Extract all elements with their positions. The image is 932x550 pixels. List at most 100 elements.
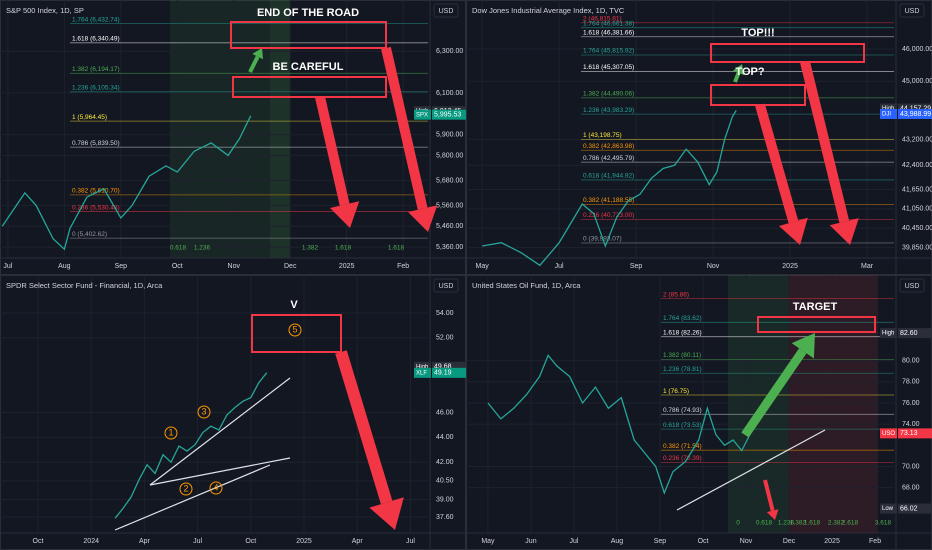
trend-line <box>114 464 271 531</box>
time-fib-label: 2.382 <box>828 520 845 527</box>
arrow-head <box>252 48 264 60</box>
y-tick-label: 42.00 <box>436 459 454 466</box>
price-tag-value: 66.02 <box>900 505 918 512</box>
y-tick-label: 5,460.00 <box>436 223 463 230</box>
x-tick-label: Jul <box>406 538 415 545</box>
wave-circle <box>288 323 302 337</box>
time-fib-label: 1.618 <box>335 245 352 252</box>
fib-label: 2 (85.86) <box>663 291 689 298</box>
fib-label: 2 (46,815.81) <box>583 15 622 22</box>
y-tick-label: 70.00 <box>902 463 920 470</box>
annotation: V <box>290 299 298 311</box>
fib-label: 0.786 (42,495.79) <box>583 155 634 162</box>
y-tick-label: 42,400.00 <box>902 162 932 169</box>
y-tick-label: 44.00 <box>436 434 454 441</box>
arrow-shaft <box>248 55 260 73</box>
chart-title: United States Oil Fund, 1D, Arca <box>472 281 581 290</box>
price-tag <box>898 503 932 514</box>
price-tag-name-bg <box>880 428 897 439</box>
x-tick-label: 2025 <box>339 263 355 270</box>
y-tick-label: 5,800.00 <box>436 152 463 159</box>
y-tick-label: 52.00 <box>436 335 454 342</box>
fib-label: 1.618 (82.26) <box>663 329 702 336</box>
price-tag <box>432 361 466 372</box>
x-tick-label: 2024 <box>83 538 99 545</box>
y-tick-label: 5,560.00 <box>436 202 463 209</box>
x-tick-label: Mar <box>861 263 874 270</box>
x-tick-label: Dec <box>284 263 297 270</box>
trend-line <box>149 377 291 486</box>
x-tick-label: Feb <box>869 538 881 545</box>
fib-label: 1.764 (6,432.74) <box>72 16 120 23</box>
currency-label: USD <box>439 283 454 290</box>
currency-box <box>899 278 925 293</box>
x-tick-label: Oct <box>33 538 44 545</box>
currency-label: USD <box>905 283 920 290</box>
fib-label: 1.382 (80.11) <box>663 352 701 359</box>
fib-label: 0.236 (40,723.00) <box>583 212 634 219</box>
x-tick-label: Jul <box>569 538 578 545</box>
x-tick-label: Aug <box>611 538 624 545</box>
y-tick-label: 6,100.00 <box>436 90 463 97</box>
price-line <box>487 354 751 495</box>
annotation: TOP!!! <box>741 27 774 39</box>
y-tick-label: 39.00 <box>436 496 454 503</box>
price-tag-name-bg <box>880 103 897 114</box>
y-tick-label: 37.60 <box>436 514 454 521</box>
trend-line <box>149 457 291 486</box>
fib-label: 1.618 (6,340.49) <box>72 36 120 43</box>
chart-title: S&P 500 Index, 1D, SP <box>6 6 84 15</box>
y-tick-label: 46,000.00 <box>902 46 932 53</box>
x-tick-label: Oct <box>172 263 183 270</box>
annotation: BE CAREFUL <box>273 61 344 73</box>
arrow-shaft <box>315 95 350 206</box>
time-fib-label: 1.382 <box>790 520 807 527</box>
time-fib-label: 0.618 <box>170 245 187 252</box>
price-tag <box>432 367 466 378</box>
time-fib-label: 2.618 <box>842 520 859 527</box>
y-tick-label: 6,300.00 <box>436 48 463 55</box>
annotation: 5 <box>292 324 297 334</box>
trend-line <box>676 429 826 511</box>
x-tick-label: Nov <box>228 263 241 270</box>
fib-label: 1 (5,964.45) <box>72 114 107 121</box>
x-tick-label: Oct <box>698 538 709 545</box>
price-tag-value: 82.60 <box>900 330 918 337</box>
chart-panel: 6,300.00 6,100.00 5,900.00 5,800.00 5,680.00… <box>0 0 466 275</box>
y-tick-label: 41,050.00 <box>902 206 932 213</box>
x-tick-label: Feb <box>397 263 409 270</box>
price-tag-name-bg <box>880 108 897 119</box>
fib-label: 1.764 (83.62) <box>663 315 702 322</box>
price-tag-value: 44,157.29 <box>900 105 931 112</box>
arrow-head <box>408 205 438 232</box>
y-tick-label: 40.50 <box>436 478 454 485</box>
chart-panel: 46,000.00 45,000.00 43,200.00 42,400.00 41,6… <box>466 0 932 275</box>
y-tick-label: 5,900.00 <box>436 131 463 138</box>
x-tick-label: Nov <box>707 263 720 270</box>
price-line <box>114 372 268 519</box>
time-fib-label: 1.382 <box>302 245 319 252</box>
annotation: 4 <box>213 482 218 492</box>
annotation-box <box>757 316 876 333</box>
price-tag <box>898 108 932 119</box>
price-tag <box>898 103 932 114</box>
price-line <box>482 110 737 267</box>
fib-label: 1.382 (44,490.06) <box>583 91 634 98</box>
x-tick-label: May <box>481 538 495 545</box>
time-fib-label: 1.618 <box>804 520 821 527</box>
time-fib-label: 0.618 <box>756 520 773 527</box>
arrow-shaft <box>741 348 807 438</box>
currency-label: USD <box>905 8 920 15</box>
annotation-box <box>710 43 865 63</box>
arrow-shaft <box>335 350 393 505</box>
y-tick-label: 74.00 <box>902 421 920 428</box>
currency-label: USD <box>439 8 454 15</box>
arrow-head <box>330 201 360 228</box>
chart-panel: 80.00 78.00 76.00 74.00 70.00 68.00 May Jun Jul A… <box>466 275 932 550</box>
currency-box <box>433 278 459 293</box>
annotation-box <box>710 84 806 106</box>
x-tick-label: Nov <box>740 538 753 545</box>
arrow-head <box>778 217 808 245</box>
y-tick-label: 5,360.00 <box>436 244 463 251</box>
